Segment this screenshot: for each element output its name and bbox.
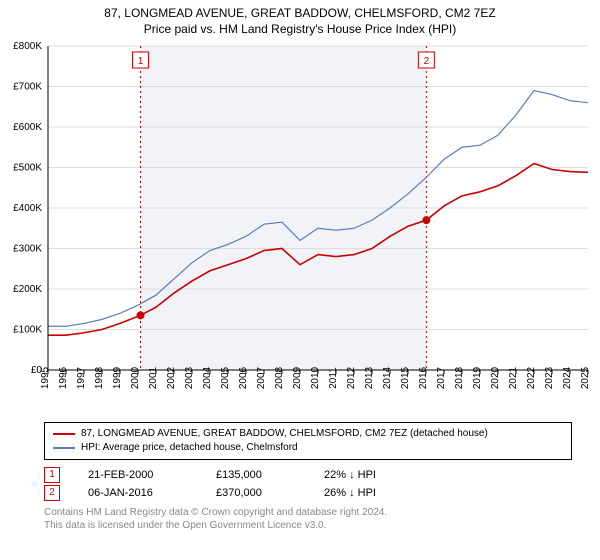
page-title: 87, LONGMEAD AVENUE, GREAT BADDOW, CHELM… bbox=[10, 6, 590, 20]
page-subtitle: Price paid vs. HM Land Registry's House … bbox=[10, 22, 590, 36]
legend-item-hpi: HPI: Average price, detached house, Chel… bbox=[53, 441, 563, 455]
svg-text:£200K: £200K bbox=[13, 284, 42, 295]
sale-delta: 26% ↓ HPI bbox=[324, 484, 376, 502]
svg-text:2: 2 bbox=[424, 56, 430, 67]
legend: 87, LONGMEAD AVENUE, GREAT BADDOW, CHELM… bbox=[44, 422, 572, 460]
legend-swatch bbox=[53, 447, 75, 449]
sale-price: £370,000 bbox=[216, 484, 296, 502]
svg-text:£800K: £800K bbox=[13, 41, 42, 52]
price-chart: £0£100K£200K£300K£400K£500K£600K£700K£80… bbox=[0, 38, 600, 418]
svg-text:£400K: £400K bbox=[13, 203, 42, 214]
svg-text:£100K: £100K bbox=[13, 325, 42, 336]
svg-text:£700K: £700K bbox=[13, 82, 42, 93]
sale-row: 2 06-JAN-2016 £370,000 26% ↓ HPI bbox=[44, 484, 572, 502]
legend-swatch bbox=[53, 433, 75, 435]
sale-date: 21-FEB-2000 bbox=[88, 466, 188, 484]
sale-marker-icon: 1 bbox=[44, 467, 60, 483]
sale-date: 06-JAN-2016 bbox=[88, 484, 188, 502]
footnote-line: Contains HM Land Registry data © Crown c… bbox=[44, 506, 572, 519]
sale-row: 1 21-FEB-2000 £135,000 22% ↓ HPI bbox=[44, 466, 572, 484]
svg-text:£500K: £500K bbox=[13, 163, 42, 174]
sale-marker-icon: 2 bbox=[44, 485, 60, 501]
svg-text:£600K: £600K bbox=[13, 122, 42, 133]
svg-text:£300K: £300K bbox=[13, 244, 42, 255]
sale-price: £135,000 bbox=[216, 466, 296, 484]
footnote: Contains HM Land Registry data © Crown c… bbox=[44, 506, 572, 532]
sale-delta: 22% ↓ HPI bbox=[324, 466, 376, 484]
legend-label: 87, LONGMEAD AVENUE, GREAT BADDOW, CHELM… bbox=[81, 427, 488, 441]
svg-text:1: 1 bbox=[138, 56, 144, 67]
legend-item-property: 87, LONGMEAD AVENUE, GREAT BADDOW, CHELM… bbox=[53, 427, 563, 441]
footnote-line: This data is licensed under the Open Gov… bbox=[44, 519, 572, 532]
sales-table: 1 21-FEB-2000 £135,000 22% ↓ HPI 2 06-JA… bbox=[44, 466, 572, 502]
legend-label: HPI: Average price, detached house, Chel… bbox=[81, 441, 298, 455]
